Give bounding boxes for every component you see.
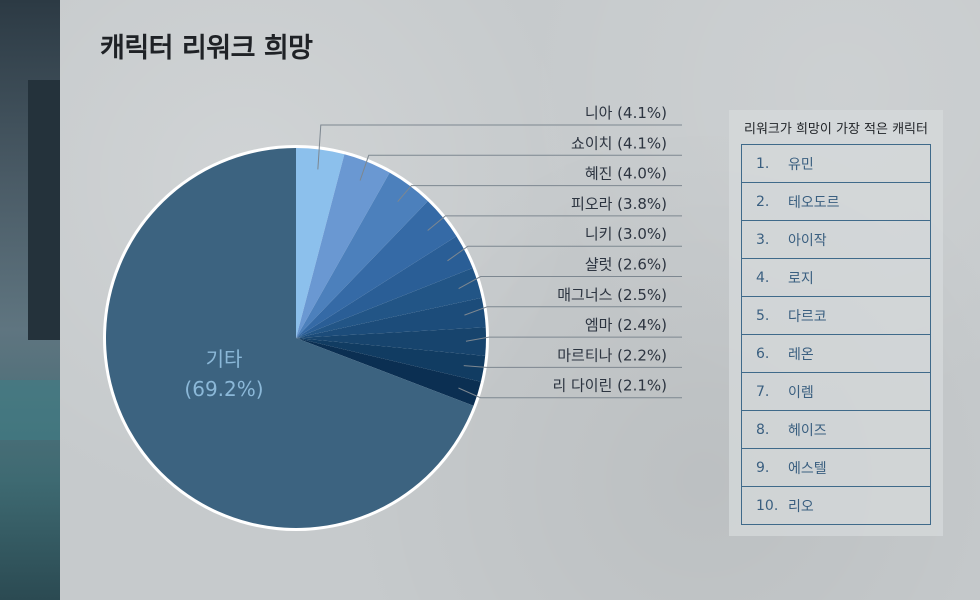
ranking-name: 로지 [788,270,814,287]
callout-line [465,336,682,342]
ranking-item: 3. 아이작 [742,221,930,259]
ranking-item: 7. 이렘 [742,373,930,411]
slice-label: 쇼이치 (4.1%) [571,134,667,152]
pie-slice [105,148,474,528]
callout-line [317,124,682,170]
background-photo [0,0,60,600]
callout-line [458,276,682,289]
ranking-item: 2. 테오도르 [742,183,930,221]
pie-slice [296,268,482,338]
pie-slice [296,338,481,406]
slice-label: 리 다이린 (2.1%) [552,377,667,395]
ranking-name: 헤이즈 [788,422,827,439]
callout-line [463,365,682,368]
pie-slice [296,338,486,382]
pie-slice [296,154,390,338]
ranking-number: 1. [756,155,770,172]
pie-slice [296,327,486,356]
ranking-name: 아이작 [788,232,827,249]
slice-label: 피오라 (3.8%) [571,195,667,213]
callout-line [359,154,682,181]
ranking-number: 5. [756,307,770,324]
slice-label: 마르티나 (2.2%) [557,346,667,364]
ranking-title: 리워크가 희망이 가장 적은 캐릭터 [744,122,928,137]
background-shape [0,380,60,440]
ranking-item: 10. 리오 [742,487,930,525]
callout-line [464,306,682,316]
ranking-number: 2. [756,193,770,210]
ranking-item: 9. 에스텔 [742,449,930,487]
ranking-name: 유민 [788,156,814,173]
ranking-number: 7. [756,383,770,400]
ranking-panel: 리워크가 희망이 가장 적은 캐릭터 1. 유민 2. 테오도르 3. 아이작 4. 로지 5.… [729,110,943,536]
callout-line [397,185,682,203]
slice-label: 니아 (4.1%) [585,104,667,122]
slice-label: 기타 [206,347,243,371]
callout-line [447,245,682,262]
pie-slice [296,236,473,338]
slice-label: 혜진 (4.0%) [585,165,667,183]
ranking-name: 에스텔 [788,460,827,477]
ranking-name: 이렘 [788,384,814,401]
ranking-number: 3. [756,231,770,248]
ranking-list: 1. 유민 2. 테오도르 3. 아이작 4. 로지 5. 다르코 6. 레온 7. 이렘 8. 헤이즈 9. 에… [741,144,931,525]
ranking-item: 8. 헤이즈 [742,411,930,449]
page-title: 캐릭터 리워크 희망 [100,33,313,64]
callout-line [458,387,682,399]
callout-line [427,215,682,231]
background-shape [28,80,60,340]
slice-label: 니키 (3.0%) [585,225,667,243]
pie-slice [296,201,457,338]
ranking-item: 1. 유민 [742,145,930,183]
ranking-number: 8. [756,421,770,438]
ranking-number: 4. [756,269,770,286]
ranking-name: 레온 [788,346,814,363]
ranking-number: 9. [756,459,770,476]
ranking-item: 5. 다르코 [742,297,930,335]
slice-label: 엠마 (2.4%) [585,316,667,334]
pie-slice [296,148,345,338]
ranking-name: 테오도르 [788,194,840,211]
ranking-name: 다르코 [788,308,827,325]
ranking-name: 리오 [788,498,814,515]
slice-label: 매그너스 (2.5%) [557,286,667,304]
pie-slice [296,172,428,338]
ranking-item: 4. 로지 [742,259,930,297]
ranking-number: 10. [756,497,779,514]
slice-label: 샬럿 (2.6%) [585,256,667,274]
slice-value-label: (69.2%) [184,377,263,401]
pie-slice [296,297,486,338]
ranking-item: 6. 레온 [742,335,930,373]
ranking-number: 6. [756,345,770,362]
